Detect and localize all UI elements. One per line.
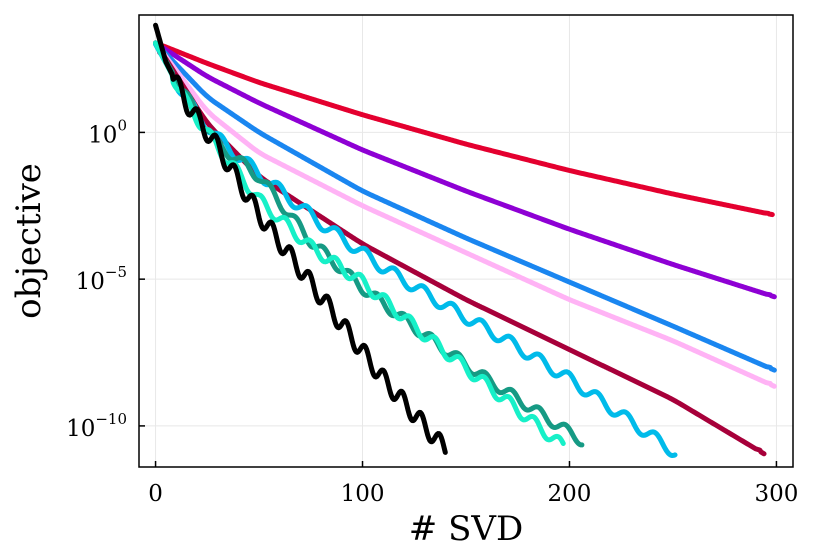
y-tick-label: 10−10 bbox=[66, 410, 127, 442]
y-tick-exponent: −10 bbox=[95, 410, 127, 428]
series-line-sky bbox=[153, 41, 678, 458]
x-tick-label: 300 bbox=[754, 481, 798, 507]
x-tick-label: 200 bbox=[548, 481, 592, 507]
x-axis-title: # SVD bbox=[409, 509, 523, 549]
series-line-blue bbox=[153, 40, 777, 373]
y-tick-exponent: 0 bbox=[117, 116, 127, 134]
y-tick-base: 10 bbox=[76, 269, 105, 295]
plot-frame bbox=[138, 14, 794, 468]
x-tick-label: 100 bbox=[341, 481, 385, 507]
series-line-purple bbox=[153, 40, 777, 300]
series-line-black bbox=[153, 22, 448, 455]
x-tick-label: 0 bbox=[148, 481, 163, 507]
series-line-red bbox=[153, 40, 775, 218]
x-tick-labels: 0 100 200 300 bbox=[148, 481, 798, 507]
grid bbox=[139, 15, 793, 467]
y-tick-exponent: −5 bbox=[105, 263, 127, 281]
series-line-pink bbox=[153, 40, 777, 389]
y-axis-title: objective bbox=[9, 163, 49, 319]
y-tick-label: 100 bbox=[88, 116, 127, 148]
y-tick-base: 10 bbox=[88, 122, 117, 148]
y-tick-label: 10−5 bbox=[76, 263, 127, 295]
y-tick-base: 10 bbox=[66, 416, 95, 442]
series-group bbox=[153, 22, 777, 458]
ticks bbox=[139, 131, 778, 467]
